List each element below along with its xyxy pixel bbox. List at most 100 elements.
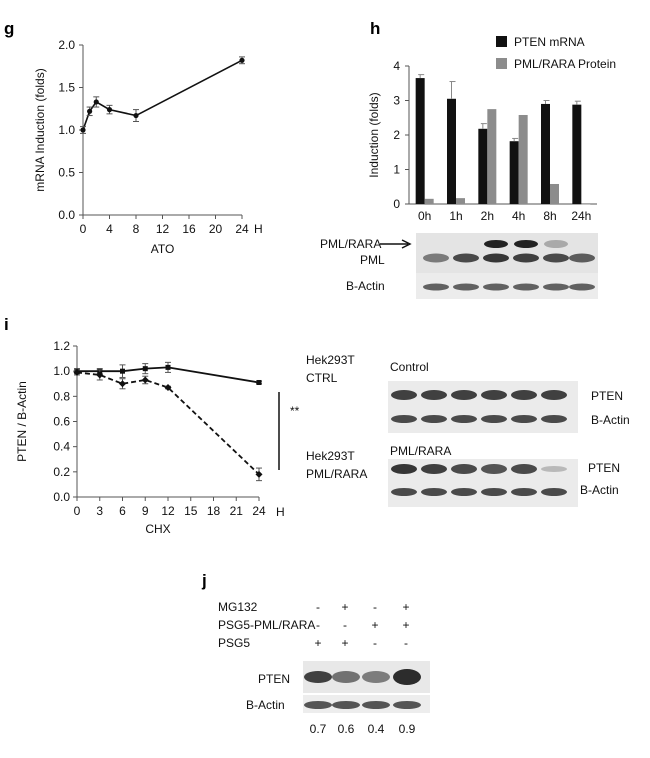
j-row-label: PSG5-PML/RARA <box>218 618 315 632</box>
h-x-tick-label: 8h <box>543 209 556 223</box>
h-x-tick-label: 24h <box>571 209 591 223</box>
h-x-tick-label: 4h <box>512 209 525 223</box>
h-y-tick-label: 3 <box>393 94 400 108</box>
i-blot-pml-band-pten <box>391 464 417 474</box>
g-x-unit: H <box>254 222 263 236</box>
h-blot-band-pml <box>543 253 569 263</box>
i-y-tick-label: 0.0 <box>53 490 70 504</box>
h-bar <box>518 114 528 204</box>
h-blot-band-actin <box>453 283 479 291</box>
h-y-tick-label: 0 <box>393 197 400 211</box>
h-blot-band-pml <box>423 253 449 263</box>
j-blot-band-pten <box>362 671 390 683</box>
panel-label-i: i <box>4 315 9 334</box>
i-blot-pml-band-pten <box>511 464 537 474</box>
g-data-point <box>106 107 113 113</box>
g-x-tick-label: 24 <box>235 222 249 236</box>
legend-label-pml-rara-protein: PML/RARA Protein <box>514 57 616 71</box>
h-x-tick-label: 1h <box>449 209 462 223</box>
g-y-tick-label: 1.0 <box>58 123 75 137</box>
j-quantification: 0.7 0.6 0.4 0.9 <box>310 722 416 736</box>
i-blot-pml-band-pten <box>421 464 447 474</box>
chart-i: 0.0 0.2 0.4 0.6 0.8 1.0 1.2 0 3 6 9 12 15 18 21 24 CHX PT… <box>15 339 266 536</box>
h-blot-band-fusion <box>484 240 508 248</box>
j-sign: - <box>373 600 377 614</box>
h-blot-upper-region <box>416 233 598 273</box>
h-blot-band-fusion <box>514 240 538 248</box>
h-blot-label-actin: B-Actin <box>346 279 385 293</box>
i-blot-control-background <box>388 381 578 433</box>
i-data-point <box>73 368 81 376</box>
i-y-tick-label: 0.4 <box>53 440 70 454</box>
i-blot-control-label-actin: B-Actin <box>591 413 630 427</box>
i-x-tick-label: 3 <box>96 504 103 518</box>
i-data-point <box>164 384 172 392</box>
panel-label-h: h <box>370 19 380 38</box>
i-x-tick-label: 9 <box>142 504 149 518</box>
i-series-label-ctrl-line2: CTRL <box>306 371 338 385</box>
i-x-unit: H <box>276 505 285 519</box>
h-bar <box>572 104 582 204</box>
j-sign: + <box>314 636 321 650</box>
j-quant-value: 0.6 <box>338 722 355 736</box>
i-blot-control-band-pten <box>421 390 447 400</box>
g-y-tick-label: 2.0 <box>58 38 75 52</box>
g-data-point <box>80 127 86 133</box>
i-blot-pml-band-actin <box>421 488 447 496</box>
i-blot-control-band-actin <box>511 415 537 423</box>
g-y-tick-label: 0.0 <box>58 208 75 222</box>
i-series-label-pml-line1: Hek293T <box>306 449 355 463</box>
h-blot-arrow-icon <box>401 239 412 249</box>
j-sign: + <box>402 618 409 632</box>
h-y-axis-title: Induction (folds) <box>367 92 381 177</box>
i-y-tick-label: 1.0 <box>53 364 70 378</box>
h-bar <box>550 183 559 204</box>
h-blot-band-actin <box>543 283 569 291</box>
i-blot-control-band-pten <box>511 390 537 400</box>
h-western-blot <box>416 233 598 299</box>
i-data-point <box>96 371 104 379</box>
i-blot-pml-band-actin <box>511 488 537 496</box>
j-row-label: MG132 <box>218 600 258 614</box>
h-y-tick-label: 4 <box>393 59 400 73</box>
j-sign: - <box>373 636 377 650</box>
j-blot-band-actin <box>393 701 421 709</box>
h-bar <box>424 198 434 204</box>
i-blot-control-band-pten <box>451 390 477 400</box>
h-blot-band-pml <box>569 253 595 263</box>
j-sign: - <box>316 618 320 632</box>
i-series-label-pml-line2: PML/RARA <box>306 467 367 481</box>
g-data-point <box>133 112 139 119</box>
i-data-point <box>255 470 263 478</box>
i-blot-title-control: Control <box>390 360 429 374</box>
i-y-tick-label: 0.8 <box>53 389 70 403</box>
h-bar <box>581 204 591 205</box>
j-blot-band-actin <box>362 701 390 709</box>
legend-label-pten-mrna: PTEN mRNA <box>514 35 585 49</box>
j-blot-band-pten <box>304 671 332 683</box>
i-blot-pml-band-pten <box>451 464 477 474</box>
i-blot-control-band-actin <box>541 415 567 423</box>
j-row-label: PSG5 <box>218 636 250 650</box>
j-sign: + <box>371 618 378 632</box>
j-sign: - <box>316 600 320 614</box>
h-bar <box>541 103 550 204</box>
i-y-tick-label: 0.2 <box>53 465 70 479</box>
i-data-point <box>119 380 126 388</box>
i-blot-control-band-actin <box>481 415 507 423</box>
h-blot-label-pml: PML <box>360 253 385 267</box>
chart-h: 0 1 2 3 4 Induction (folds) 0h 1h 2h 4h 8h 24h <box>367 59 597 223</box>
j-quant-value: 0.7 <box>310 722 327 736</box>
i-blot-pml-band-actin <box>541 488 567 496</box>
panel-label-j: j <box>201 571 207 590</box>
h-blot-band-actin <box>513 283 539 291</box>
i-blot-pml-band-pten <box>481 464 507 474</box>
i-x-tick-label: 12 <box>161 504 175 518</box>
i-blot-pml-label-actin: B-Actin <box>580 483 619 497</box>
i-y-tick-label: 1.2 <box>53 339 70 353</box>
h-bar <box>456 198 465 204</box>
i-x-axis-title: CHX <box>145 522 170 536</box>
h-bar <box>447 98 456 204</box>
h-blot-band-pml <box>483 253 509 263</box>
